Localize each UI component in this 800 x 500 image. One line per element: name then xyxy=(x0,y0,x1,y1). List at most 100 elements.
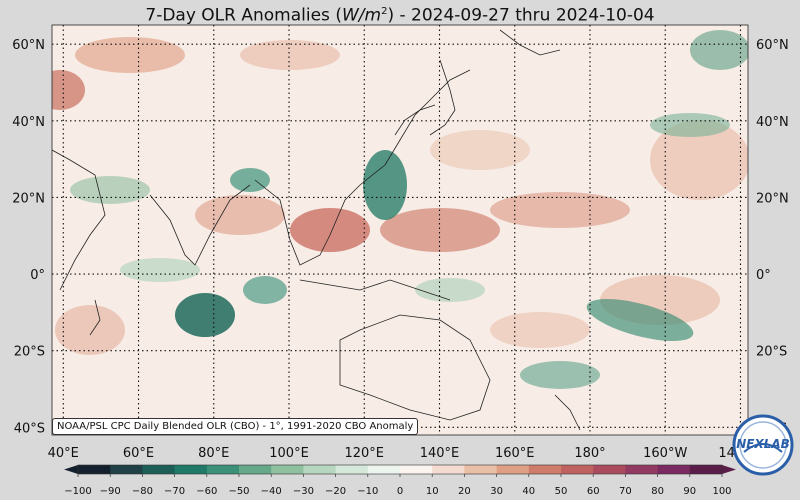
colorbar-segment xyxy=(239,465,272,474)
colorbar-tick-label: 50 xyxy=(555,486,568,497)
anomaly-patch xyxy=(363,150,407,220)
lat-label-left: 40°S xyxy=(14,421,45,436)
lon-label: 80°E xyxy=(198,446,229,461)
lon-label: 100°E xyxy=(269,446,309,461)
colorbar-tick-label: −90 xyxy=(100,486,121,497)
colorbar-segment xyxy=(432,465,465,474)
colorbar-max-extend xyxy=(722,465,736,474)
lat-label-right: 20°N xyxy=(756,191,789,206)
anomaly-patch xyxy=(52,70,85,110)
anomaly-patch xyxy=(290,208,370,252)
coastlines xyxy=(52,29,581,431)
anomaly-field xyxy=(52,30,748,389)
anomaly-patch xyxy=(240,40,340,70)
lat-label-left: 0° xyxy=(30,268,45,283)
colorbar-segment xyxy=(367,465,401,474)
colorbar-tick-label: −100 xyxy=(64,486,91,497)
colorbar-tick-label: −80 xyxy=(132,486,153,497)
lon-label: 160°W xyxy=(643,446,687,461)
lon-label: 40°E xyxy=(48,446,79,461)
longitude-labels: 40°E 60°E 80°E 100°E 120°E 140°E 160°E 180° 160°… xyxy=(48,446,763,461)
colorbar-segment xyxy=(561,465,594,474)
colorbar-segment xyxy=(657,465,691,474)
coastline-southeast-asia xyxy=(254,69,471,266)
colorbar: −100 −90 −80 −70 −60 −50 −40 −30 −20 −10 0 10 20 30 40… xyxy=(64,464,736,497)
colorbar-tick-label: 100 xyxy=(712,486,731,497)
anomaly-patch xyxy=(380,208,500,252)
colorbar-tick-label: 70 xyxy=(619,486,632,497)
colorbar-segment xyxy=(110,465,143,474)
colorbar-tick-label: 90 xyxy=(683,486,696,497)
colorbar-tick-label: −30 xyxy=(293,486,314,497)
lon-label: 180° xyxy=(574,446,605,461)
colorbar-tick-label: −40 xyxy=(261,486,282,497)
colorbar-segment xyxy=(400,465,433,474)
lat-label-left: 20°N xyxy=(12,191,45,206)
anomaly-patch xyxy=(120,258,200,282)
colorbar-min-extend xyxy=(64,465,78,474)
coastline-india xyxy=(149,184,251,266)
lat-label-right: 0° xyxy=(756,268,771,283)
anomaly-patch xyxy=(195,195,285,235)
colorbar-segment xyxy=(625,465,659,474)
nexlab-logo-icon: NEXLAB xyxy=(732,414,794,476)
coastline-kamchatka xyxy=(499,29,561,56)
lat-label-left: 20°S xyxy=(14,345,45,360)
anomaly-patch xyxy=(650,120,748,200)
logo-text: NEXLAB xyxy=(736,437,790,451)
anomaly-patch xyxy=(75,37,185,73)
anomaly-patch xyxy=(520,361,600,389)
colorbar-segment xyxy=(496,465,530,474)
colorbar-segment xyxy=(206,465,240,474)
colorbar-segment xyxy=(464,465,498,474)
lat-label-right: 40°N xyxy=(756,115,789,130)
anomaly-patch xyxy=(55,305,125,355)
map-frame xyxy=(51,24,749,436)
map-title: 7-Day OLR Anomalies (W/m2) - 2024-09-27 … xyxy=(145,5,655,26)
colorbar-tick-label: −60 xyxy=(196,486,217,497)
anomaly-patch xyxy=(70,176,150,204)
colorbar-segment xyxy=(528,465,562,474)
lat-label-right: 60°N xyxy=(756,38,789,53)
logo-globe xyxy=(739,421,787,469)
colorbar-tick-label: 40 xyxy=(522,486,535,497)
anomaly-patch xyxy=(490,192,630,228)
colorbar-segment xyxy=(78,465,111,474)
lat-label-left: 40°N xyxy=(12,115,45,130)
map-area xyxy=(51,24,749,436)
colorbar-segment xyxy=(271,465,304,474)
colorbar-segment xyxy=(303,465,337,474)
anomaly-patch xyxy=(415,278,485,302)
colorbar-tick-label: 80 xyxy=(651,486,664,497)
colorbar-tick-label: 60 xyxy=(587,486,600,497)
anomaly-patch xyxy=(430,130,530,170)
lon-label: 160°E xyxy=(495,446,535,461)
colorbar-segment xyxy=(335,465,369,474)
lon-label: 60°E xyxy=(123,446,154,461)
colorbar-tick-label: −50 xyxy=(228,486,249,497)
anomaly-patch xyxy=(650,113,730,137)
coastline-australia xyxy=(339,314,491,421)
logo-swoosh xyxy=(743,443,783,453)
colorbar-segment xyxy=(174,465,208,474)
colorbar-segment xyxy=(689,465,723,474)
colorbar-tick-label: 10 xyxy=(426,486,439,497)
anomaly-patch xyxy=(690,30,748,70)
coastline-madagascar xyxy=(89,299,101,336)
coastline-arabia-africa xyxy=(52,149,106,291)
nexlab-logo: NEXLAB xyxy=(732,414,794,476)
data-source-note: NOAA/PSL CPC Daily Blended OLR (CBO) - 1… xyxy=(52,418,419,435)
anomaly-patch xyxy=(175,293,235,337)
latitude-labels-right: 60°N40°N20°N0°20°S40°S xyxy=(756,38,789,436)
lat-label-right: 20°S xyxy=(756,345,787,360)
lon-label: 120°E xyxy=(344,446,384,461)
anomaly-patch xyxy=(586,298,694,342)
coastline-new-zealand xyxy=(554,394,581,431)
coastline-korea-japan xyxy=(394,104,436,136)
colorbar-tick-label: −10 xyxy=(357,486,378,497)
colorbar-tick-label: −20 xyxy=(325,486,346,497)
coastline-indonesia xyxy=(299,279,451,301)
colorbar-tick-label: 30 xyxy=(490,486,503,497)
latitude-labels-left: 60°N 40°N 20°N 0° 20°S 40°S xyxy=(12,38,45,436)
